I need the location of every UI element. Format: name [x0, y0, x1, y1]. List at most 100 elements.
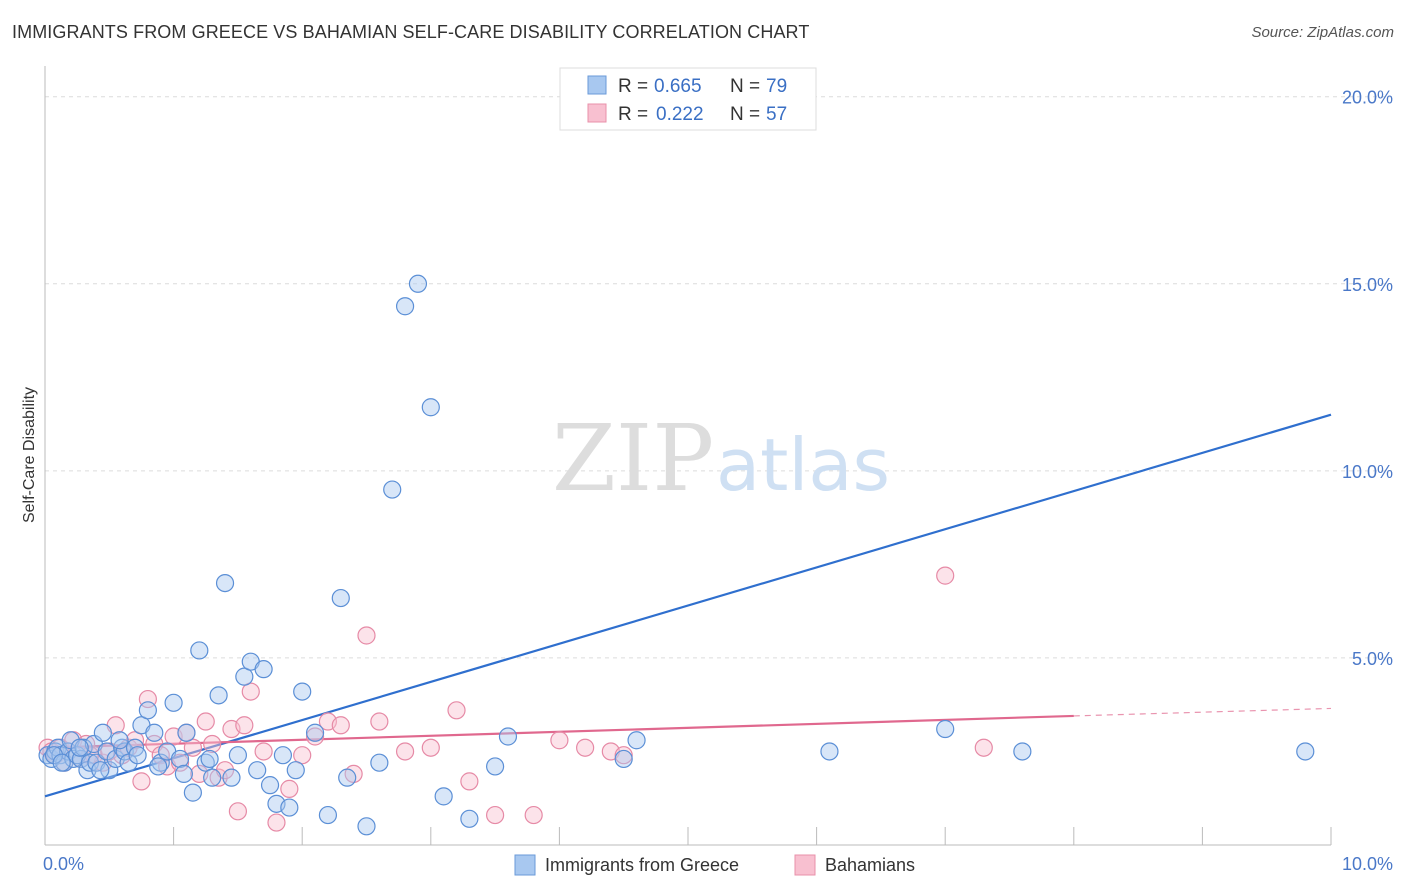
grid-lines [45, 96, 1392, 659]
data-point-bahamians [460, 772, 479, 791]
bottom-legend-label-bahamians: Bahamians [825, 855, 915, 875]
data-point-bahamians [421, 738, 440, 757]
data-point-greece [228, 746, 247, 765]
data-point-greece [170, 749, 190, 769]
data-point-bahamians [235, 716, 254, 735]
legend-n-value-greece: 79 [766, 76, 787, 97]
data-point-greece [293, 682, 312, 701]
legend-r-value-greece: 0.665 [654, 76, 702, 97]
y-tick-label: 10.0% [1342, 462, 1393, 482]
legend-swatch-bahamians [587, 103, 607, 123]
legend-n-label-greece: N = [730, 76, 760, 97]
data-point-greece [52, 753, 71, 772]
data-point-bahamians [183, 738, 202, 757]
data-point-greece [203, 768, 222, 787]
tick-labels: 5.0% 10.0% 15.0% 20.0% 0.0% 10.0% [43, 88, 1393, 874]
data-point-bahamians [486, 805, 505, 825]
data-point-greece [395, 297, 415, 316]
data-point-greece [383, 480, 402, 499]
data-point-greece [138, 701, 157, 720]
data-point-greece [215, 573, 235, 593]
source-label: Source: ZipAtlas.com [1251, 24, 1394, 41]
bottom-legend-swatch-bahamians [794, 854, 816, 876]
data-point-greece [286, 761, 305, 780]
watermark-zip: ZIP [552, 405, 714, 512]
data-point-greece [80, 753, 100, 772]
data-point-greece [128, 746, 147, 765]
data-point-greece [305, 723, 325, 742]
bottom-legend-label-greece: Immigrants from Greece [545, 855, 739, 875]
y-tick-label: 5.0% [1352, 649, 1393, 669]
watermark: ZIP atlas [552, 405, 890, 512]
data-point-greece [44, 746, 64, 765]
data-point-greece [248, 761, 267, 780]
axes [44, 66, 1332, 846]
data-point-greece [1296, 742, 1315, 761]
data-point-bahamians [280, 779, 299, 798]
data-point-greece [280, 798, 299, 817]
data-point-bahamians [209, 768, 228, 787]
data-point-greece [260, 776, 280, 795]
y-tick-label: 20.0% [1342, 88, 1393, 108]
data-point-greece [145, 723, 164, 742]
legend-box: R = 0.665 N = 79 R = 0.222 N = 57 [559, 67, 817, 131]
data-point-bahamians [241, 682, 260, 701]
data-point-bahamians [267, 813, 286, 832]
data-point-greece [174, 764, 193, 784]
data-points [38, 274, 1315, 836]
data-point-bahamians [447, 701, 466, 720]
data-point-bahamians [331, 716, 350, 735]
data-point-greece [370, 753, 389, 772]
watermark-atlas: atlas [716, 423, 890, 507]
data-point-bahamians [228, 802, 247, 821]
data-point-bahamians [974, 738, 993, 757]
data-point-greece [338, 768, 357, 787]
data-point-bahamians [254, 742, 273, 761]
data-point-greece [149, 757, 168, 776]
legend-r-value-bahamians: 0.222 [656, 104, 704, 125]
data-point-greece [331, 588, 350, 608]
data-point-greece [235, 667, 254, 686]
data-point-greece [183, 783, 202, 802]
data-point-bahamians [936, 566, 955, 585]
data-point-greece [318, 805, 338, 825]
x-tick-label: 0.0% [43, 854, 84, 874]
data-point-bahamians [370, 712, 389, 731]
trend-line-extension [1073, 707, 1332, 717]
data-point-bahamians [576, 738, 595, 757]
legend-swatch-greece [587, 75, 607, 95]
data-point-greece [357, 817, 376, 836]
data-point-greece [460, 809, 479, 828]
data-point-greece [177, 723, 196, 742]
data-point-greece [498, 727, 518, 746]
data-point-greece [91, 761, 110, 780]
data-point-bahamians [524, 805, 543, 825]
y-axis-title: Self-Care Disability [21, 387, 38, 523]
data-point-greece [408, 274, 428, 293]
legend-r-label-greece: R = [618, 76, 648, 97]
data-point-greece [93, 723, 112, 742]
data-point-greece [614, 749, 633, 769]
data-point-greece [1013, 742, 1032, 761]
data-point-bahamians [357, 626, 376, 645]
data-point-bahamians [395, 742, 415, 761]
data-point-bahamians [203, 734, 222, 754]
data-point-greece [125, 738, 145, 757]
data-point-greece [273, 746, 293, 765]
data-point-greece [190, 641, 209, 660]
trend-line-greece [44, 413, 1332, 798]
data-point-greece [254, 660, 273, 679]
data-point-bahamians [196, 712, 215, 731]
data-point-bahamians [132, 772, 151, 791]
bottom-legend: Immigrants from Greece Bahamians [514, 854, 915, 876]
data-point-greece [434, 787, 453, 806]
data-point-greece [820, 742, 839, 761]
legend-n-value-bahamians: 57 [766, 104, 787, 125]
data-point-greece [936, 719, 955, 739]
data-point-bahamians [293, 746, 312, 765]
x-tick-label: 10.0% [1342, 854, 1393, 874]
legend-n-label-bahamians: N = [730, 104, 760, 125]
data-point-greece [421, 398, 440, 417]
data-point-greece [627, 731, 646, 750]
